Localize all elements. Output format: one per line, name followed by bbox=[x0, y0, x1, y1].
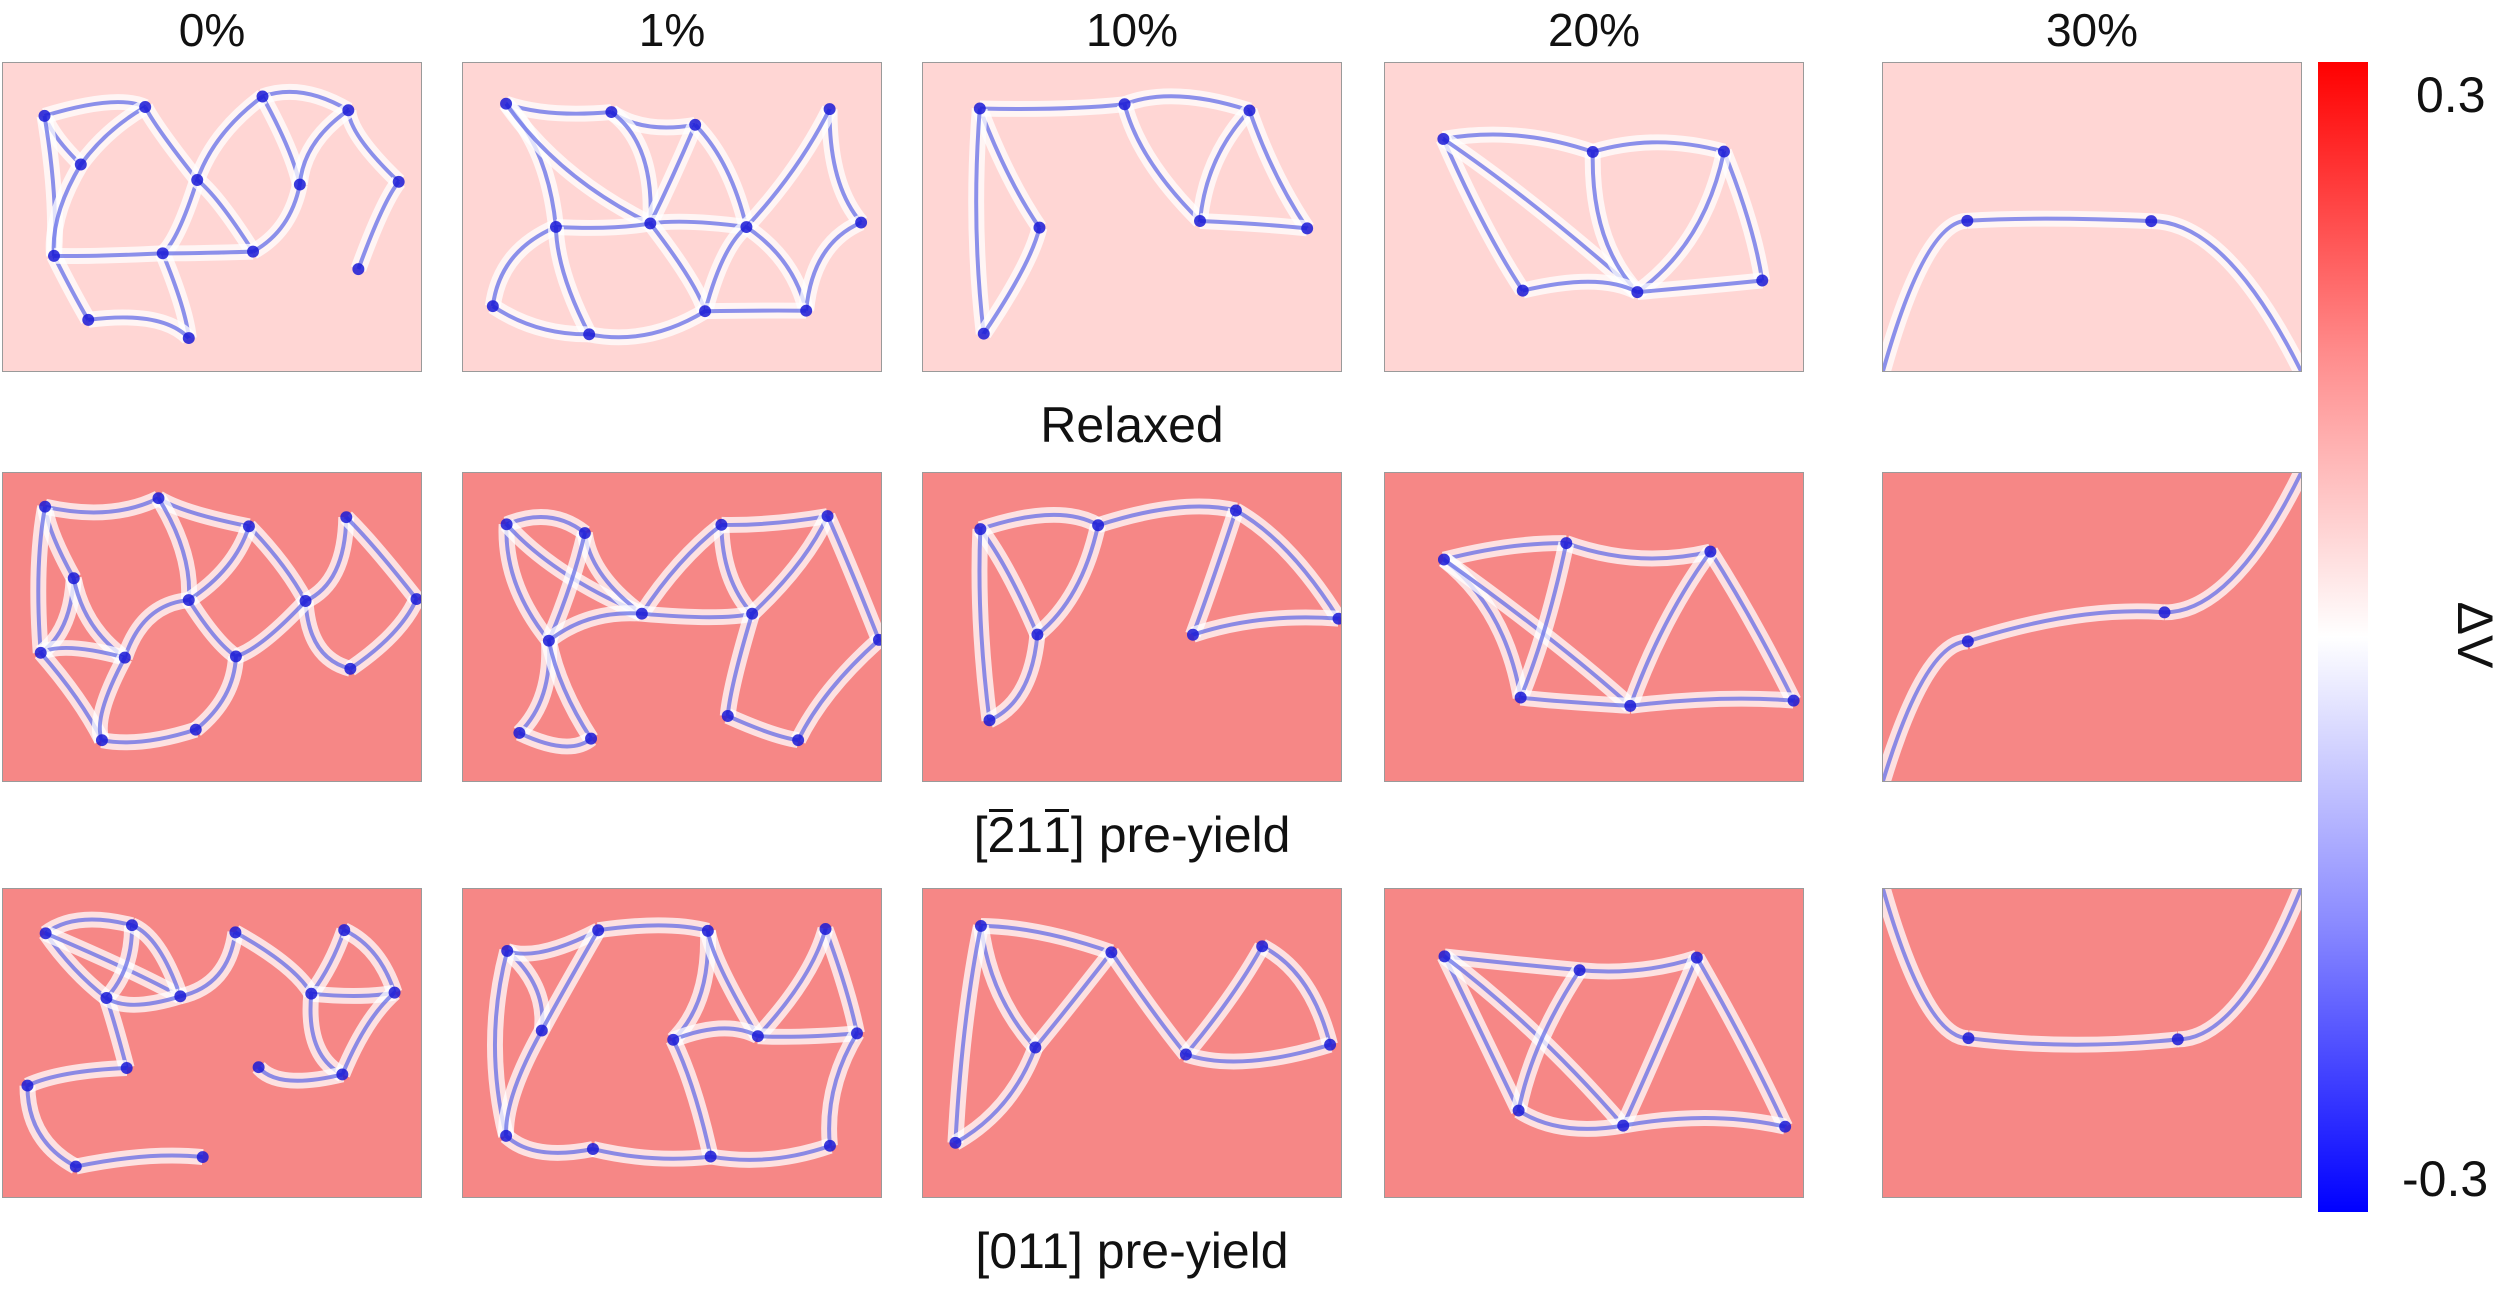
colorbar bbox=[2318, 62, 2368, 1212]
row-label-relaxed: Relaxed bbox=[1040, 397, 1224, 453]
panel-r1-c4 bbox=[1882, 472, 2302, 782]
panel-r2-c4 bbox=[1882, 888, 2302, 1198]
colorbar-title: ΔV bbox=[2447, 601, 2503, 669]
panel-r2-c3 bbox=[1384, 888, 1804, 1198]
row-label-211-pre-yield: [211] pre-yield bbox=[782, 806, 1482, 864]
row-label-211-mid: 1 bbox=[1015, 807, 1044, 863]
panel-r0-c2 bbox=[922, 62, 1342, 372]
column-label-2: 10% bbox=[1085, 4, 1179, 56]
panel-r1-c3 bbox=[1384, 472, 1804, 782]
panel-r1-c0 bbox=[2, 472, 422, 782]
row-label-211-suffix: ] pre-yield bbox=[1070, 807, 1291, 863]
row-label-011-pre-yield: [011] pre-yield bbox=[975, 1223, 1289, 1279]
colorbar-max-label: 0.3 bbox=[2416, 67, 2486, 123]
column-label-0: 0% bbox=[178, 4, 246, 56]
column-label-3: 20% bbox=[1547, 4, 1641, 56]
row-label-211-prefix: [ bbox=[973, 807, 988, 863]
colorbar-min-label: -0.3 bbox=[2402, 1151, 2489, 1207]
row-label-211-bar-digit-2: 1 bbox=[1043, 807, 1071, 863]
panel-r2-c1 bbox=[462, 888, 882, 1198]
panel-r0-c0 bbox=[2, 62, 422, 372]
panel-r0-c3 bbox=[1384, 62, 1804, 372]
panel-r1-c1 bbox=[462, 472, 882, 782]
column-label-1: 1% bbox=[638, 4, 706, 56]
panel-r2-c2 bbox=[922, 888, 1342, 1198]
column-label-4: 30% bbox=[2045, 4, 2139, 56]
panel-r2-c0 bbox=[2, 888, 422, 1198]
panel-r0-c1 bbox=[462, 62, 882, 372]
row-label-211-bar-digit-1: 2 bbox=[987, 807, 1016, 863]
panel-r0-c4 bbox=[1882, 62, 2302, 372]
panel-r1-c2 bbox=[922, 472, 1342, 782]
